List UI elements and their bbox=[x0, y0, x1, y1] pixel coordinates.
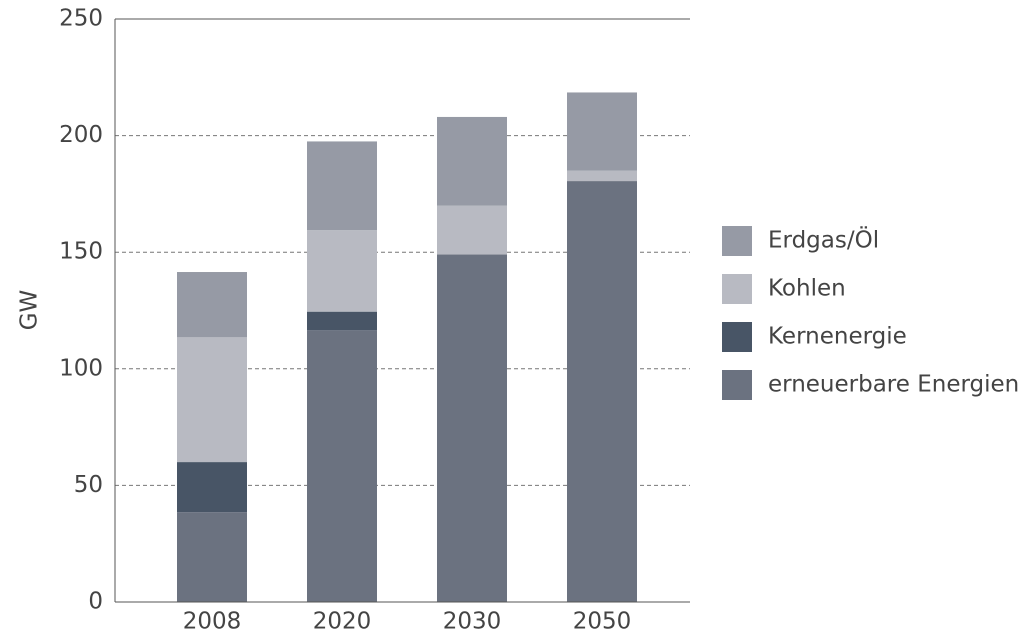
bar-segment bbox=[307, 141, 377, 231]
bar-segment bbox=[177, 272, 247, 338]
bar-segment bbox=[567, 181, 637, 602]
bar-segment bbox=[567, 170, 637, 182]
bar-segment bbox=[177, 337, 247, 463]
y-tick-label: 250 bbox=[59, 6, 103, 32]
bar-segment bbox=[307, 311, 377, 331]
bar-segment bbox=[177, 462, 247, 513]
bar-segment bbox=[307, 330, 377, 602]
legend-swatch bbox=[722, 226, 752, 256]
y-tick-label: 0 bbox=[88, 589, 103, 615]
bar-segment bbox=[437, 116, 507, 206]
x-tick-label: 2020 bbox=[313, 609, 372, 634]
x-tick-label: 2030 bbox=[443, 609, 502, 634]
legend-swatch bbox=[722, 274, 752, 304]
y-tick-label: 200 bbox=[59, 122, 103, 148]
bar-segment bbox=[177, 512, 247, 602]
bar-segment bbox=[437, 254, 507, 603]
y-tick-label: 100 bbox=[59, 355, 103, 381]
legend-label: Kohlen bbox=[768, 276, 846, 302]
y-tick-label: 50 bbox=[74, 472, 103, 498]
y-tick-label: 150 bbox=[59, 239, 103, 265]
legend-label: erneuerbare Energien bbox=[768, 372, 1019, 398]
bar-segment bbox=[437, 205, 507, 255]
legend-swatch bbox=[722, 370, 752, 400]
legend-label: Erdgas/Öl bbox=[768, 226, 879, 254]
legend-label: Kernenergie bbox=[768, 324, 907, 350]
legend-swatch bbox=[722, 322, 752, 352]
bar-segment bbox=[567, 92, 637, 171]
y-axis-label: GW bbox=[17, 290, 43, 331]
bar-segment bbox=[307, 230, 377, 312]
x-tick-label: 2050 bbox=[573, 609, 632, 634]
x-tick-label: 2008 bbox=[183, 609, 242, 634]
